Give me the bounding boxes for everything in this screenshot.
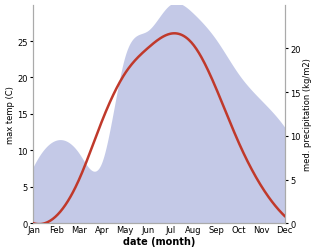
X-axis label: date (month): date (month) (123, 237, 195, 246)
Y-axis label: med. precipitation (kg/m2): med. precipitation (kg/m2) (303, 58, 313, 171)
Y-axis label: max temp (C): max temp (C) (5, 86, 15, 143)
